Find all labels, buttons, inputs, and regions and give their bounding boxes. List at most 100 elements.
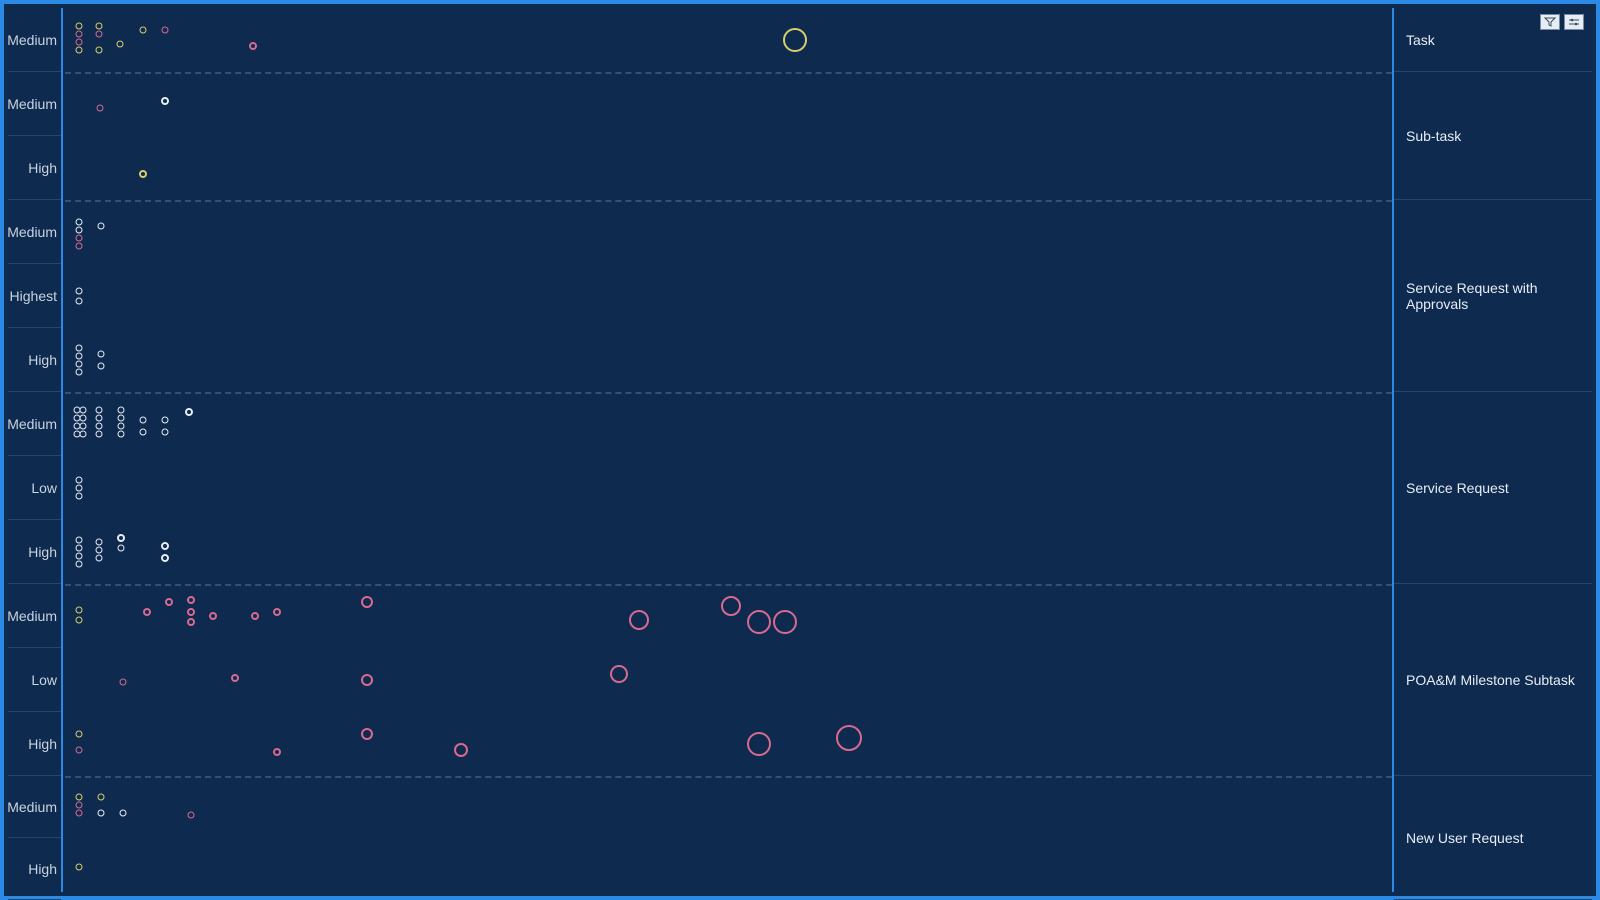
data-point[interactable]: [76, 23, 83, 30]
bubble-plot-area[interactable]: [65, 8, 1392, 892]
data-point[interactable]: [76, 369, 83, 376]
data-point[interactable]: [231, 674, 239, 682]
data-point[interactable]: [610, 665, 628, 683]
data-point[interactable]: [140, 27, 147, 34]
data-point[interactable]: [98, 363, 105, 370]
data-point[interactable]: [118, 431, 125, 438]
data-point[interactable]: [76, 731, 83, 738]
data-point[interactable]: [139, 170, 147, 178]
data-point[interactable]: [162, 429, 169, 436]
data-point[interactable]: [273, 748, 281, 756]
data-point[interactable]: [249, 42, 257, 50]
data-point[interactable]: [187, 608, 195, 616]
data-point[interactable]: [76, 794, 83, 801]
data-point[interactable]: [76, 553, 83, 560]
data-point[interactable]: [162, 27, 169, 34]
data-point[interactable]: [96, 47, 103, 54]
data-point[interactable]: [361, 674, 373, 686]
data-point[interactable]: [185, 408, 193, 416]
data-point[interactable]: [96, 431, 103, 438]
data-point[interactable]: [140, 417, 147, 424]
data-point[interactable]: [76, 617, 83, 624]
data-point[interactable]: [161, 542, 169, 550]
data-point[interactable]: [76, 485, 83, 492]
data-point[interactable]: [162, 417, 169, 424]
data-point[interactable]: [96, 31, 103, 38]
data-point[interactable]: [76, 345, 83, 352]
data-point[interactable]: [76, 361, 83, 368]
data-point[interactable]: [361, 728, 373, 740]
data-point[interactable]: [209, 612, 217, 620]
priority-axis: MediumMediumHighMediumHighestHighMediumL…: [8, 8, 63, 892]
category-label: New User Request: [1394, 776, 1592, 900]
data-point[interactable]: [187, 618, 195, 626]
data-point[interactable]: [98, 810, 105, 817]
data-point[interactable]: [76, 47, 83, 54]
data-point[interactable]: [76, 288, 83, 295]
data-point[interactable]: [273, 608, 281, 616]
data-point[interactable]: [96, 547, 103, 554]
data-point[interactable]: [161, 554, 169, 562]
data-point[interactable]: [76, 537, 83, 544]
data-point[interactable]: [96, 539, 103, 546]
data-point[interactable]: [118, 545, 125, 552]
data-point[interactable]: [454, 743, 468, 757]
data-point[interactable]: [76, 607, 83, 614]
data-point[interactable]: [76, 747, 83, 754]
data-point[interactable]: [96, 407, 103, 414]
data-point[interactable]: [96, 423, 103, 430]
data-point[interactable]: [187, 596, 195, 604]
data-point[interactable]: [76, 227, 83, 234]
data-point[interactable]: [773, 610, 797, 634]
data-point[interactable]: [76, 353, 83, 360]
data-point[interactable]: [117, 534, 125, 542]
data-point[interactable]: [251, 612, 259, 620]
data-point[interactable]: [188, 812, 195, 819]
data-point[interactable]: [118, 407, 125, 414]
data-point[interactable]: [143, 608, 151, 616]
data-point[interactable]: [76, 31, 83, 38]
data-point[interactable]: [76, 810, 83, 817]
data-point[interactable]: [117, 41, 124, 48]
data-point[interactable]: [76, 802, 83, 809]
data-point[interactable]: [80, 415, 87, 422]
data-point[interactable]: [76, 477, 83, 484]
data-point[interactable]: [97, 105, 104, 112]
data-point[interactable]: [96, 23, 103, 30]
data-point[interactable]: [629, 610, 649, 630]
data-point[interactable]: [80, 407, 87, 414]
data-point[interactable]: [96, 415, 103, 422]
data-point[interactable]: [76, 235, 83, 242]
data-point[interactable]: [76, 493, 83, 500]
data-point[interactable]: [76, 545, 83, 552]
data-point[interactable]: [747, 610, 771, 634]
data-point[interactable]: [96, 555, 103, 562]
data-point[interactable]: [118, 423, 125, 430]
data-point[interactable]: [76, 219, 83, 226]
data-point[interactable]: [120, 679, 127, 686]
data-point[interactable]: [80, 431, 87, 438]
priority-label: High: [8, 712, 61, 776]
data-point[interactable]: [98, 794, 105, 801]
data-point[interactable]: [98, 223, 105, 230]
data-point[interactable]: [165, 598, 173, 606]
data-point[interactable]: [721, 596, 741, 616]
data-point[interactable]: [76, 561, 83, 568]
data-point[interactable]: [361, 596, 373, 608]
data-point[interactable]: [76, 298, 83, 305]
data-point[interactable]: [161, 97, 169, 105]
data-point[interactable]: [747, 732, 771, 756]
data-point[interactable]: [80, 423, 87, 430]
data-point[interactable]: [76, 243, 83, 250]
priority-label: Medium: [8, 584, 61, 648]
category-label: Service Request: [1394, 392, 1592, 584]
data-point[interactable]: [76, 39, 83, 46]
data-point[interactable]: [783, 28, 807, 52]
data-point[interactable]: [836, 725, 862, 751]
data-point[interactable]: [76, 864, 83, 871]
data-point[interactable]: [120, 810, 127, 817]
data-point[interactable]: [98, 351, 105, 358]
data-point[interactable]: [118, 415, 125, 422]
data-point[interactable]: [140, 429, 147, 436]
priority-label: Medium: [8, 8, 61, 72]
